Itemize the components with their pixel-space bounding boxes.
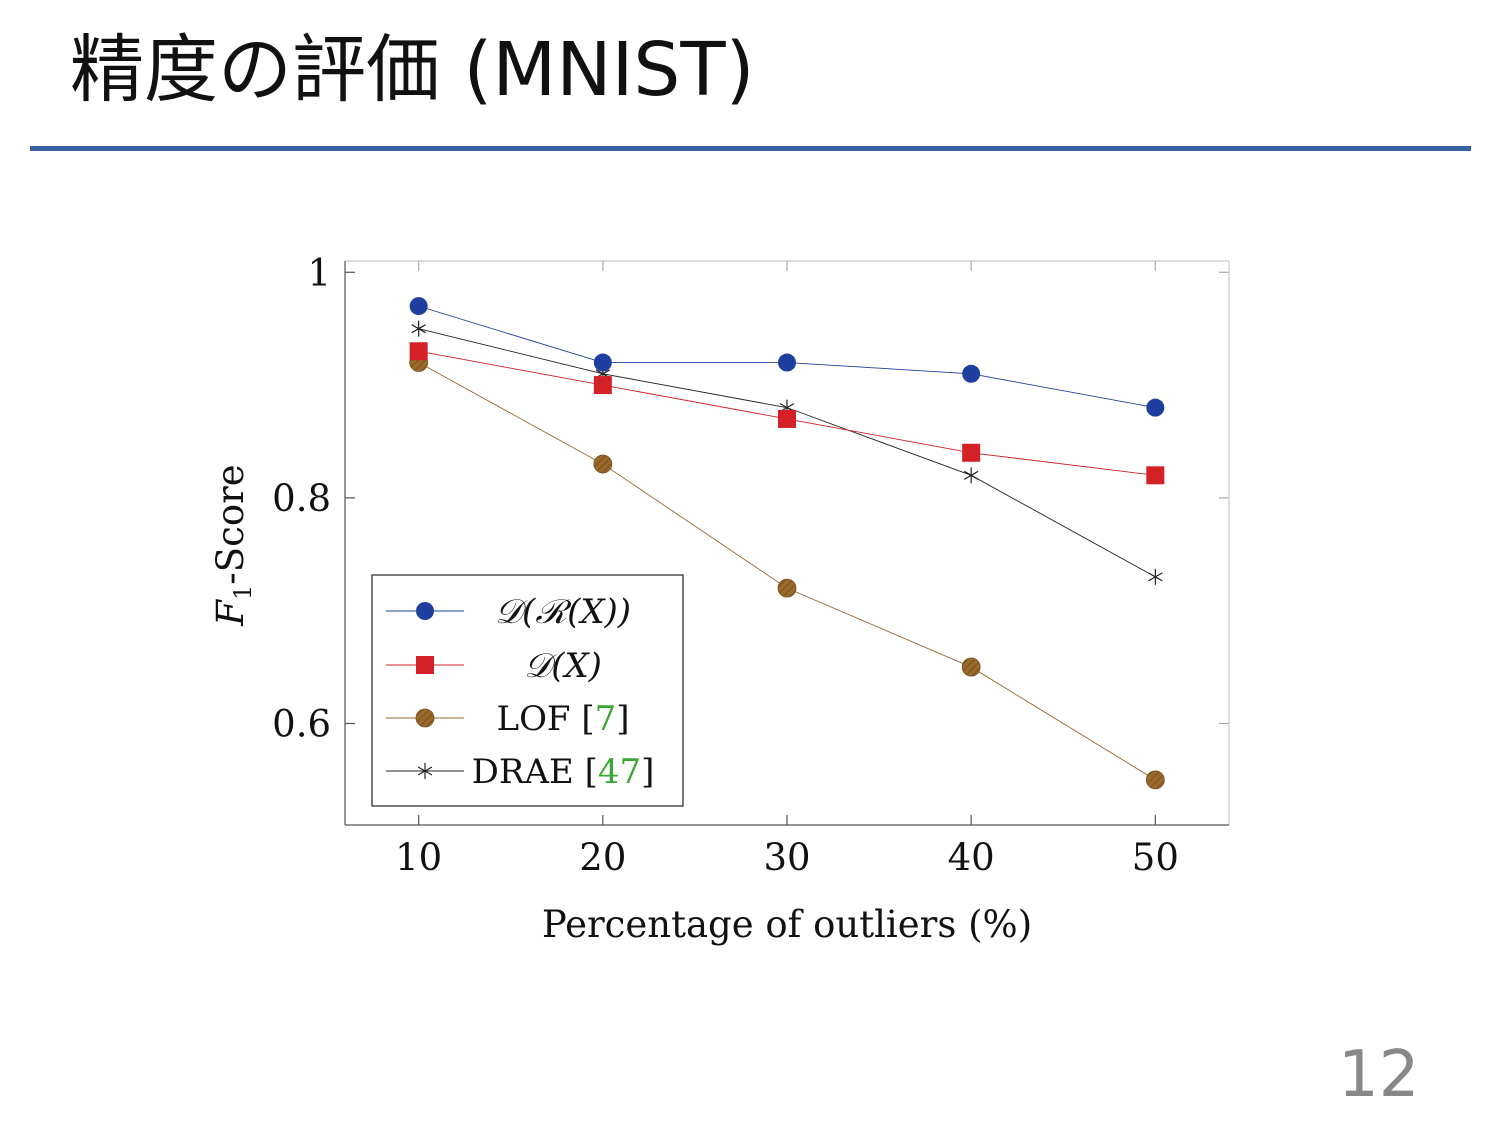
legend-label: 𝒟(X) xyxy=(524,646,602,686)
star-stroke xyxy=(411,324,426,334)
data-point xyxy=(962,364,981,383)
star-stroke xyxy=(963,470,979,480)
page-number: 12 xyxy=(1338,1038,1420,1112)
y-axis-label: F1-Score xyxy=(209,464,257,626)
data-point xyxy=(778,353,796,372)
data-point xyxy=(1145,770,1165,790)
legend-marker xyxy=(416,656,434,674)
legend-label: DRAE [47] xyxy=(472,752,655,792)
data-point xyxy=(409,342,428,361)
legend-item: 𝒟(ℛ(X)) xyxy=(386,592,631,632)
series-group xyxy=(409,297,1165,790)
slide-title: 精度の評価 (MNIST) xyxy=(70,27,755,113)
legend-label: LOF [7] xyxy=(496,699,629,739)
legend-label: 𝒟(ℛ(X)) xyxy=(495,592,631,632)
legend: 𝒟(ℛ(X)) 𝒟(X) LOF [7] DRAE [47] xyxy=(371,574,684,807)
legend-marker xyxy=(415,708,435,728)
y-axis-label-sub: 1 xyxy=(229,585,257,600)
data-point xyxy=(593,353,612,372)
x-tick-label: 40 xyxy=(948,836,995,879)
data-point xyxy=(593,454,613,474)
legend-marker xyxy=(417,763,433,779)
x-tick-label: 30 xyxy=(763,836,810,879)
data-point xyxy=(962,443,981,462)
star-stroke xyxy=(417,766,433,776)
legend-item: LOF [7] xyxy=(386,699,630,739)
y-axis-label-rest: -Score xyxy=(209,464,252,584)
data-point xyxy=(1146,466,1165,485)
data-point xyxy=(777,578,797,598)
legend-marker xyxy=(416,602,434,620)
data-point xyxy=(963,467,979,484)
axes: 10 20 30 40 50 1 0.8 0.6 xyxy=(272,251,1230,879)
data-point xyxy=(409,297,428,316)
series-0 xyxy=(409,297,1165,417)
data-point xyxy=(961,657,981,677)
data-point xyxy=(1148,568,1163,585)
legend-item: 𝒟(X) xyxy=(386,646,602,686)
legend-item: DRAE [47] xyxy=(386,752,654,792)
series-1 xyxy=(409,342,1165,485)
series-3 xyxy=(411,320,1163,585)
y-tick-label: 1 xyxy=(307,251,331,294)
data-point xyxy=(1146,398,1165,417)
x-axis-label: Percentage of outliers (%) xyxy=(542,903,1032,946)
star-stroke xyxy=(1148,572,1163,582)
data-point xyxy=(778,409,796,428)
title-divider xyxy=(30,146,1471,151)
x-tick-label: 50 xyxy=(1132,836,1179,879)
y-tick-label: 0.6 xyxy=(272,702,331,745)
svg-text:F1-Score: F1-Score xyxy=(209,464,257,626)
data-point xyxy=(593,376,612,395)
y-axis-label-main: F xyxy=(209,599,252,627)
x-tick-label: 10 xyxy=(395,836,442,879)
data-point xyxy=(411,320,426,337)
y-tick-label: 0.8 xyxy=(272,477,331,520)
x-tick-label: 20 xyxy=(579,836,626,879)
